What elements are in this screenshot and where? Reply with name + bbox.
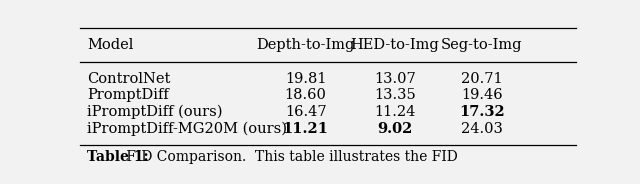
Text: 13.35: 13.35	[374, 89, 416, 102]
Text: Depth-to-Img: Depth-to-Img	[257, 38, 355, 52]
Text: 19.81: 19.81	[285, 72, 326, 86]
Text: FID Comparison.  This table illustrates the FID: FID Comparison. This table illustrates t…	[122, 150, 458, 164]
Text: HED-to-Img: HED-to-Img	[351, 38, 439, 52]
Text: 17.32: 17.32	[459, 105, 504, 119]
Text: 11.24: 11.24	[374, 105, 415, 119]
Text: PromptDiff: PromptDiff	[88, 89, 169, 102]
Text: 11.21: 11.21	[283, 122, 329, 136]
Text: 13.07: 13.07	[374, 72, 416, 86]
Text: 20.71: 20.71	[461, 72, 502, 86]
Text: Model: Model	[88, 38, 134, 52]
Text: 16.47: 16.47	[285, 105, 326, 119]
Text: iPromptDiff (ours): iPromptDiff (ours)	[88, 105, 223, 119]
Text: 18.60: 18.60	[285, 89, 326, 102]
Text: 19.46: 19.46	[461, 89, 502, 102]
Text: Table 1:: Table 1:	[88, 150, 149, 164]
Text: ControlNet: ControlNet	[88, 72, 171, 86]
Text: 24.03: 24.03	[461, 122, 502, 136]
Text: Seg-to-Img: Seg-to-Img	[441, 38, 522, 52]
Text: 9.02: 9.02	[377, 122, 413, 136]
Text: iPromptDiff-MG20M (ours): iPromptDiff-MG20M (ours)	[88, 122, 287, 136]
